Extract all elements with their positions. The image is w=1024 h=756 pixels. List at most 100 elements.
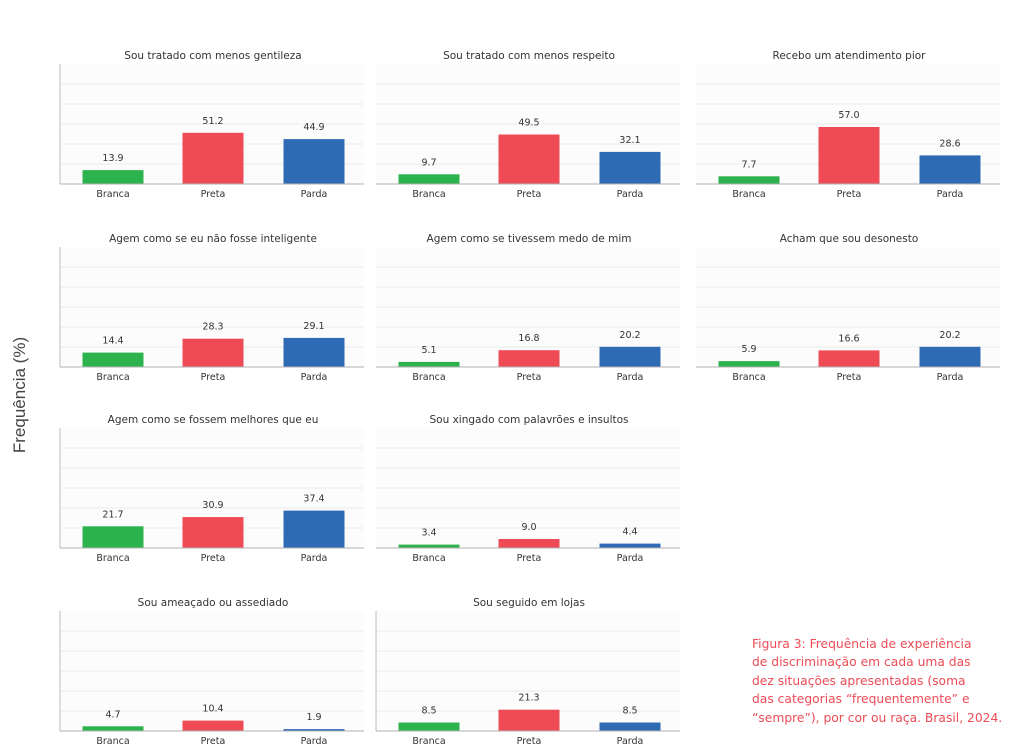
category-label: Branca [412,372,445,383]
panel-title: Sou xingado com palavrões e insultos [429,414,628,426]
chart-panel: Agem como se eu não fosse inteligente 14.… [58,227,368,392]
category-label: Branca [412,189,445,200]
value-label: 13.9 [102,153,123,164]
value-label: 29.1 [303,321,324,332]
category-label: Preta [201,372,226,383]
bar-parda [599,151,661,184]
category-label: Parda [937,372,964,383]
category-label: Parda [301,736,328,747]
value-label: 51.2 [202,116,223,127]
bar-parda [283,337,345,367]
value-label: 16.8 [518,333,539,344]
bar-branca [718,176,780,184]
panel-title: Sou seguido em lojas [473,597,585,609]
chart-panel: Sou ameaçado ou assediado 4.7 Branca 10.4 Pr… [58,591,368,756]
category-label: Branca [412,736,445,747]
value-label: 16.6 [838,333,859,344]
caption-line: “sempre”), por cor ou raça. Brasil, 2024… [752,710,1003,725]
category-label: Branca [96,553,129,564]
panel-title: Sou ameaçado ou assediado [138,597,289,609]
bar-chart: Agem como se tivessem medo de mim 5.1 Bran… [376,233,680,383]
panel-title: Acham que sou desonesto [780,233,919,245]
category-label: Branca [732,372,765,383]
bar-chart: Sou tratado com menos gentileza 13.9 Branc… [59,50,364,200]
panel-title: Sou tratado com menos gentileza [124,50,301,62]
chart-panel: Sou xingado com palavrões e insultos 3.4 B… [374,408,684,573]
category-label: Preta [201,553,226,564]
value-label: 49.5 [518,118,539,129]
category-label: Preta [517,372,542,383]
bar-parda [599,346,661,367]
chart-panel: Agem como se fossem melhores que eu 21.7 B… [58,408,368,573]
bar-preta [498,350,560,367]
bar-branca [82,726,144,731]
bar-chart: Agem como se eu não fosse inteligente 14.… [59,233,364,383]
bar-branca [82,170,144,184]
value-label: 10.4 [202,704,223,715]
bar-branca [398,361,460,367]
panel-title: Agem como se eu não fosse inteligente [109,233,317,245]
panel-title: Agem como se tivessem medo de mim [427,233,632,245]
category-label: Branca [96,372,129,383]
category-label: Preta [517,189,542,200]
bar-parda [599,543,661,548]
caption-line: dez situações apresentadas (soma [752,673,966,688]
category-label: Branca [96,736,129,747]
category-label: Parda [301,553,328,564]
category-label: Parda [617,372,644,383]
bar-preta [182,132,244,184]
bar-branca [82,352,144,367]
bar-parda [919,155,981,184]
bar-chart: Acham que sou desonesto 5.9 Branca 16.6 Pret… [696,233,1000,383]
category-label: Parda [617,736,644,747]
chart-panel: Acham que sou desonesto 5.9 Branca 16.6 Pret… [694,227,1004,392]
caption-line: das categorias “frequentemente” e [752,692,970,707]
value-label: 5.9 [741,344,756,355]
caption-line: de discriminação em cada uma das [752,655,971,670]
value-label: 9.0 [521,522,536,533]
value-label: 8.5 [421,706,436,717]
value-label: 20.2 [619,330,640,341]
category-label: Branca [412,553,445,564]
bar-preta [818,350,880,367]
bar-chart: Sou ameaçado ou assediado 4.7 Branca 10.4 Pr… [59,597,364,747]
caption-line: Figura 3: Frequência de experiência [752,637,972,651]
bar-chart: Agem como se fossem melhores que eu 21.7 B… [59,414,364,564]
value-label: 4.7 [105,709,120,720]
bar-preta [498,539,560,548]
category-label: Preta [837,189,862,200]
category-label: Parda [301,372,328,383]
y-axis-label: Frequência (%) [10,336,29,454]
value-label: 28.3 [202,322,223,333]
chart-panel: Sou seguido em lojas 8.5 Branca 21.3 Preta 8.… [374,591,684,756]
chart-panel: Sou tratado com menos respeito 9.7 Branca 4… [374,44,684,209]
panel-title: Agem como se fossem melhores que eu [108,414,319,426]
value-label: 9.7 [421,157,436,168]
category-label: Parda [301,189,328,200]
bar-chart: Recebo um atendimento pior 7.7 Branca 57.0 P… [696,50,1000,200]
panel-title: Sou tratado com menos respeito [443,50,615,62]
value-label: 3.4 [421,528,436,539]
bar-parda [599,722,661,731]
value-label: 5.1 [421,345,436,356]
bar-branca [718,361,780,367]
chart-panel: Sou tratado com menos gentileza 13.9 Branc… [58,44,368,209]
value-label: 30.9 [202,500,223,511]
value-label: 20.2 [939,330,960,341]
value-label: 14.4 [102,336,123,347]
chart-panel: Agem como se tivessem medo de mim 5.1 Bran… [374,227,684,392]
category-label: Preta [517,736,542,747]
value-label: 21.3 [518,693,539,704]
bar-preta [498,709,560,731]
bar-preta [498,134,560,184]
bar-parda [283,510,345,548]
bar-branca [82,526,144,548]
bar-branca [398,174,460,184]
panel-title: Recebo um atendimento pior [773,50,927,62]
bar-preta [818,127,880,184]
value-label: 21.7 [102,509,123,520]
category-label: Branca [732,189,765,200]
bar-parda [919,346,981,367]
bar-preta [182,720,244,731]
value-label: 1.9 [306,712,321,723]
